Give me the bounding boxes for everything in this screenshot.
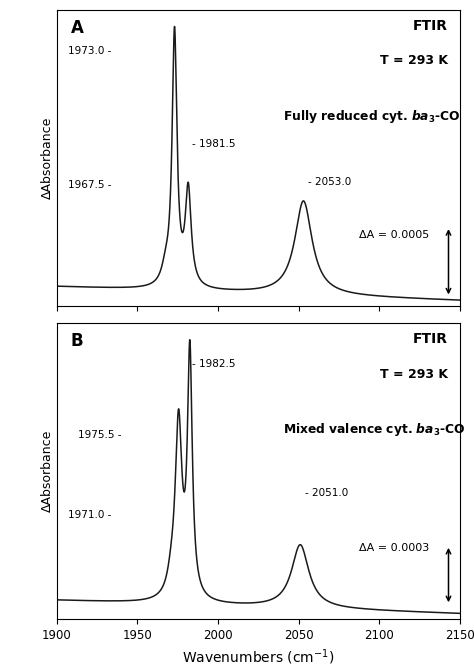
Text: - 1982.5: - 1982.5: [192, 359, 236, 369]
Text: ΔA = 0.0005: ΔA = 0.0005: [359, 229, 429, 240]
Text: - 1981.5: - 1981.5: [192, 139, 236, 149]
Text: Fully reduced cyt. $\bfit{ba}$$_{\mathbf{3}}$-CO: Fully reduced cyt. $\bfit{ba}$$_{\mathbf…: [283, 108, 460, 124]
X-axis label: Wavenumbers (cm$^{-1}$): Wavenumbers (cm$^{-1}$): [182, 647, 335, 667]
Text: ΔA = 0.0003: ΔA = 0.0003: [359, 543, 429, 553]
Text: - 2051.0: - 2051.0: [305, 488, 348, 498]
Text: 1975.5 -: 1975.5 -: [78, 430, 121, 440]
Text: Mixed valence cyt. $\bfit{ba}$$_{\mathbf{3}}$-CO: Mixed valence cyt. $\bfit{ba}$$_{\mathbf…: [283, 421, 465, 438]
Text: FTIR: FTIR: [413, 19, 447, 33]
Text: T = 293 K: T = 293 K: [380, 368, 447, 381]
Y-axis label: ΔAbsorbance: ΔAbsorbance: [41, 430, 54, 512]
Text: 1973.0 -: 1973.0 -: [68, 46, 112, 56]
Text: - 2053.0: - 2053.0: [308, 177, 352, 187]
Text: 1967.5 -: 1967.5 -: [68, 180, 112, 190]
Text: T = 293 K: T = 293 K: [380, 54, 447, 68]
Text: A: A: [71, 19, 84, 37]
Text: 1971.0 -: 1971.0 -: [68, 510, 112, 520]
Y-axis label: ΔAbsorbance: ΔAbsorbance: [41, 116, 54, 199]
Text: FTIR: FTIR: [413, 332, 447, 346]
Text: B: B: [71, 332, 83, 350]
